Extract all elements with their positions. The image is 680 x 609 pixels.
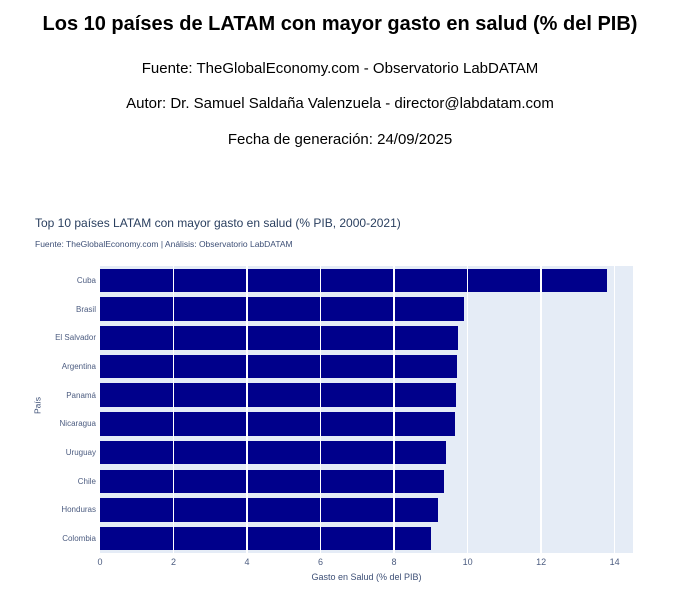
- x-tick-label: 10: [462, 557, 473, 567]
- page-title: Los 10 países de LATAM con mayor gasto e…: [42, 13, 638, 35]
- source-line: Fuente: TheGlobalEconomy.com - Observato…: [141, 60, 539, 77]
- author-line: Autor: Dr. Samuel Saldaña Valenzuela - d…: [126, 95, 554, 112]
- bar-row: [100, 410, 633, 439]
- y-tick-label: Argentina: [61, 361, 96, 371]
- x-tick-label: 6: [318, 557, 324, 567]
- bar-row: [100, 438, 633, 467]
- bar-row: [100, 467, 633, 496]
- bar: [100, 526, 431, 551]
- chart-subtitle: Fuente: TheGlobalEconomy.com | Análisis:…: [35, 239, 293, 249]
- x-axis-title: Gasto en Salud (% del PIB): [311, 572, 422, 582]
- gridline: [540, 266, 542, 553]
- bar-rows: [100, 266, 633, 553]
- x-axis-tick-labels: 0 2 4 6 8 10 12 14: [97, 557, 633, 569]
- report-header: Los 10 países de LATAM con mayor gasto e…: [0, 0, 680, 149]
- bar-row: [100, 295, 633, 324]
- bar: [100, 440, 446, 465]
- bar: [100, 297, 464, 321]
- y-tick-label: Colombia: [62, 534, 96, 544]
- gridline: [319, 266, 322, 553]
- plot-area: [100, 266, 633, 553]
- bar: [100, 383, 456, 407]
- date-line: Fecha de generación: 24/09/2025: [227, 131, 453, 148]
- bar-row: [100, 266, 633, 295]
- bar-row: [100, 381, 633, 410]
- gridline: [246, 266, 248, 553]
- gridline: [613, 266, 616, 553]
- bar-chart: Top 10 países LATAM con mayor gasto en s…: [30, 210, 648, 602]
- x-tick-label: 12: [536, 557, 547, 567]
- y-tick-label: El Salvador: [55, 333, 96, 343]
- x-tick-label: 14: [609, 557, 620, 567]
- y-axis-tick-labels: Cuba Brasil El Salvador Argentina Panamá Nica…: [30, 266, 96, 553]
- y-tick-label: Panamá: [66, 390, 96, 400]
- x-tick-label: 8: [391, 557, 397, 567]
- bar: [100, 354, 458, 379]
- gridline: [466, 266, 469, 553]
- y-tick-label: Cuba: [76, 275, 96, 285]
- bar: [100, 326, 459, 350]
- bar-row: [100, 352, 633, 381]
- y-tick-label: Chile: [77, 476, 96, 486]
- y-tick-label: Nicaragua: [59, 419, 96, 429]
- y-tick-label: Uruguay: [65, 448, 96, 458]
- bar: [100, 498, 439, 522]
- chart-title: Top 10 países LATAM con mayor gasto en s…: [35, 216, 401, 230]
- bar-row: [100, 524, 633, 553]
- y-tick-label: Honduras: [61, 505, 96, 515]
- x-tick-label: 4: [244, 557, 250, 567]
- bar: [100, 469, 444, 494]
- bar: [100, 268, 608, 293]
- gridline: [393, 266, 395, 553]
- x-tick-label: 2: [171, 557, 177, 567]
- gridline: [172, 266, 175, 553]
- bar-row: [100, 496, 633, 525]
- bar: [100, 412, 456, 436]
- bar-row: [100, 323, 633, 352]
- y-tick-label: Brasil: [75, 304, 96, 314]
- x-tick-label: 0: [97, 557, 103, 567]
